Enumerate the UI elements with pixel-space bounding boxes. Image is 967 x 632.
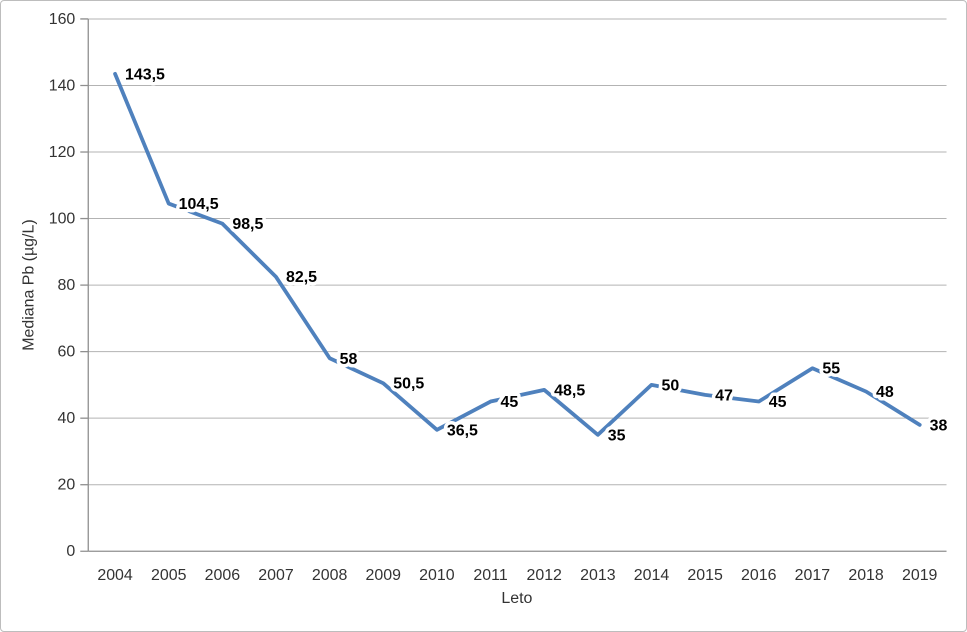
- data-label: 82,5: [286, 269, 317, 286]
- y-tick-label: 40: [58, 410, 76, 427]
- data-label: 48,5: [554, 382, 585, 399]
- x-tick-label: 2006: [205, 567, 241, 584]
- x-axis-title: Leto: [501, 590, 532, 607]
- x-tick-label: 2012: [526, 567, 562, 584]
- data-label: 48: [876, 384, 894, 401]
- y-tick-label: 60: [58, 344, 76, 361]
- x-tick-label: 2007: [258, 567, 294, 584]
- y-axis-title: Mediana Pb (µg/L): [20, 219, 37, 350]
- x-tick-label: 2013: [580, 567, 616, 584]
- x-tick-label: 2011: [473, 567, 507, 584]
- data-labels-group: 143,5 104,5 98,5 82,5 58 50,5 36,5 45 48,5 35 50 47…: [122, 63, 951, 448]
- y-tick-label: 80: [58, 277, 76, 294]
- x-tick-label: 2017: [795, 567, 831, 584]
- gridlines-group: [88, 18, 947, 486]
- x-tick-label: 2015: [687, 567, 723, 584]
- y-tick-label: 20: [58, 477, 76, 494]
- x-tick-label: 2004: [97, 567, 133, 584]
- data-label: 98,5: [232, 216, 263, 233]
- data-label: 45: [501, 394, 519, 411]
- data-label: 50: [661, 377, 679, 394]
- data-label: 104,5: [179, 196, 219, 213]
- x-tick-label: 2008: [312, 567, 348, 584]
- x-tick-label: 2018: [848, 567, 884, 584]
- data-label: 47: [715, 387, 733, 404]
- y-tick-label: 100: [49, 211, 76, 228]
- series-line: [113, 71, 922, 437]
- x-tick-label: 2014: [634, 567, 670, 584]
- series-group: [113, 71, 922, 437]
- x-tick-label: 2016: [741, 567, 777, 584]
- axes-group: [80, 18, 947, 552]
- data-label: 55: [822, 361, 840, 378]
- data-label: 45: [769, 394, 787, 411]
- data-label: 35: [608, 427, 626, 444]
- data-label: 50,5: [393, 376, 424, 393]
- data-label: 38: [930, 417, 948, 434]
- y-tick-label: 0: [66, 543, 75, 560]
- x-tick-label: 2009: [366, 567, 402, 584]
- data-label: 58: [340, 351, 358, 368]
- x-tick-label: 2005: [151, 567, 187, 584]
- y-tick-label: 120: [49, 144, 76, 161]
- x-tick-label: 2010: [419, 567, 455, 584]
- tick-labels-group: 0 20 40 60 80 100 120 140 160 2004 2005 2006 2007 200…: [49, 11, 938, 584]
- x-tick-label: 2019: [902, 567, 938, 584]
- data-label: 36,5: [447, 422, 478, 439]
- y-tick-label: 140: [49, 77, 76, 94]
- y-tick-label: 160: [49, 11, 76, 28]
- data-label: 143,5: [125, 66, 165, 83]
